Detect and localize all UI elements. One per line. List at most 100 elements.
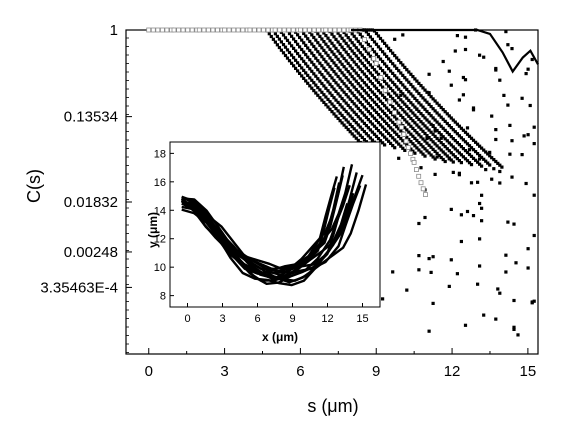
black-point [457, 159, 461, 163]
black-point [419, 84, 423, 88]
black-point [336, 40, 340, 44]
black-point [421, 152, 425, 156]
black-point [366, 42, 370, 47]
black-point [356, 131, 360, 135]
black-point [405, 288, 409, 292]
black-point [395, 101, 399, 105]
black-point [346, 120, 350, 124]
black-point [496, 161, 500, 165]
black-point [439, 105, 443, 110]
black-point [346, 95, 350, 99]
black-point [415, 146, 419, 150]
black-point [350, 57, 354, 62]
black-point [415, 79, 419, 83]
black-point [459, 239, 463, 244]
black-point [431, 255, 435, 259]
black-point [354, 121, 358, 125]
black-point [401, 63, 405, 67]
black-point [387, 124, 391, 128]
black-point [439, 148, 443, 152]
black-point [344, 67, 348, 71]
black-point [393, 115, 397, 119]
black-point [287, 50, 292, 55]
black-point [354, 37, 358, 41]
black-point [407, 80, 411, 84]
black-point [362, 64, 366, 68]
black-point [294, 40, 298, 44]
black-point [407, 122, 411, 126]
black-point [490, 177, 494, 181]
black-point [338, 77, 342, 81]
black-point [520, 96, 524, 100]
black-point [334, 63, 338, 67]
black-point [383, 71, 387, 75]
black-point [381, 109, 385, 113]
black-point [334, 81, 338, 85]
black-point [314, 83, 318, 87]
grey-point [366, 47, 372, 52]
black-point [463, 157, 468, 161]
black-point [302, 31, 306, 36]
black-point [354, 79, 358, 83]
black-point [427, 102, 431, 106]
black-point [358, 76, 362, 80]
black-point [433, 129, 437, 133]
black-point [348, 130, 352, 134]
black-point [476, 142, 480, 146]
black-point [344, 93, 348, 97]
black-point [356, 65, 360, 69]
black-point [364, 49, 368, 53]
black-point [399, 61, 403, 65]
black-point [362, 47, 366, 51]
black-point [389, 141, 393, 145]
black-point [356, 48, 360, 52]
black-point [453, 49, 457, 53]
black-point [318, 79, 322, 83]
black-point [320, 98, 324, 102]
black-point [362, 56, 366, 60]
black-point [486, 161, 490, 165]
black-point [324, 77, 328, 82]
black-point [407, 98, 411, 102]
black-point [271, 37, 275, 41]
black-point [441, 157, 445, 162]
black-point [308, 48, 312, 53]
black-point [364, 58, 368, 62]
black-point [310, 86, 314, 90]
black-point [372, 124, 377, 128]
black-point [401, 73, 405, 77]
black-point [506, 220, 510, 224]
black-point [314, 38, 318, 42]
black-point [383, 135, 387, 139]
black-point [415, 99, 419, 103]
black-point [469, 136, 474, 140]
black-point [322, 93, 326, 97]
black-point [358, 133, 362, 137]
black-point [370, 106, 374, 110]
black-point [465, 159, 470, 163]
black-point [362, 89, 366, 93]
grey-point [185, 27, 191, 33]
black-point [381, 39, 385, 43]
black-point [328, 65, 332, 69]
black-point [532, 193, 536, 197]
black-point [451, 118, 455, 122]
black-point [403, 94, 407, 98]
inset-y-tick-label: 10 [154, 262, 166, 274]
black-point [310, 33, 314, 37]
black-point [494, 137, 498, 142]
black-point [362, 113, 366, 117]
black-point [393, 146, 397, 150]
black-point [342, 116, 346, 120]
black-point [399, 98, 403, 102]
black-point [324, 34, 328, 38]
black-point [328, 73, 332, 78]
black-point [356, 123, 360, 127]
black-point [504, 253, 508, 257]
black-point [378, 123, 383, 127]
black-point [405, 78, 409, 82]
black-point [395, 85, 399, 89]
black-point [344, 84, 348, 88]
black-point [409, 72, 413, 76]
black-point [360, 135, 364, 139]
